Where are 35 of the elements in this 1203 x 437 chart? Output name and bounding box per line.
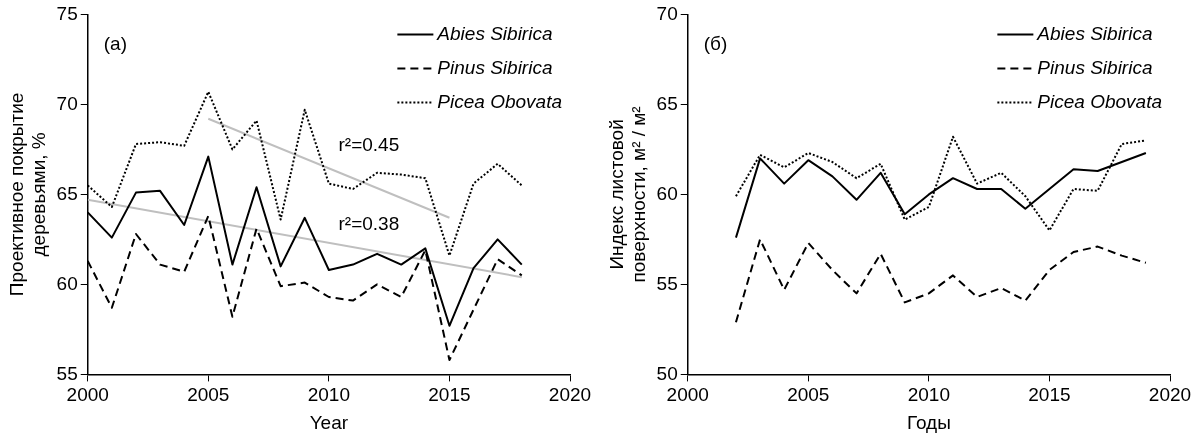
x-tick-label: 2015: [428, 384, 471, 406]
annotation: (a): [103, 32, 127, 54]
legend-label: Pinus Sibirica: [437, 56, 553, 78]
annotation: r²=0.38: [338, 213, 400, 235]
legend-label: Pinus Sibirica: [1037, 56, 1153, 78]
annotation: r²=0.45: [338, 134, 400, 156]
y-axis-title: Проективное покрытие деревьями, %: [5, 92, 50, 297]
x-tick-label: 2010: [907, 384, 951, 406]
legend-label: Abies Sibirica: [436, 22, 553, 44]
legend-label: Picea Obovata: [1037, 90, 1163, 112]
y-tick-label: 70: [656, 2, 678, 24]
x-tick-label: 2000: [666, 384, 709, 406]
y-tick-label: 50: [656, 362, 678, 384]
x-tick-label: 2000: [66, 384, 109, 406]
legend-label: Abies Sibirica: [1036, 22, 1153, 44]
annotation: (б): [703, 32, 728, 54]
x-tick-label: 2020: [1148, 384, 1192, 406]
x-tick-label: 2005: [187, 384, 230, 406]
y-tick-label: 70: [56, 92, 78, 114]
y-tick-label: 55: [656, 272, 678, 294]
y-tick-label: 75: [56, 2, 78, 24]
x-tick-label: 2005: [787, 384, 830, 406]
x-tick-label: 2020: [548, 384, 592, 406]
y-tick-label: 65: [656, 92, 678, 114]
x-axis-title: Годы: [906, 411, 951, 433]
line-series: [734, 238, 1147, 324]
y-tick-label: 60: [56, 272, 78, 294]
x-tick-label: 2010: [307, 384, 351, 406]
x-axis-title: Year: [309, 411, 349, 433]
legend-label: Picea Obovata: [437, 90, 563, 112]
y-axis-title: Индекс листовой поверхности, м² / м²: [605, 106, 650, 283]
y-tick-label: 65: [56, 182, 78, 204]
y-tick-label: 60: [656, 182, 678, 204]
y-tick-label: 55: [56, 362, 78, 384]
x-tick-label: 2015: [1028, 384, 1071, 406]
